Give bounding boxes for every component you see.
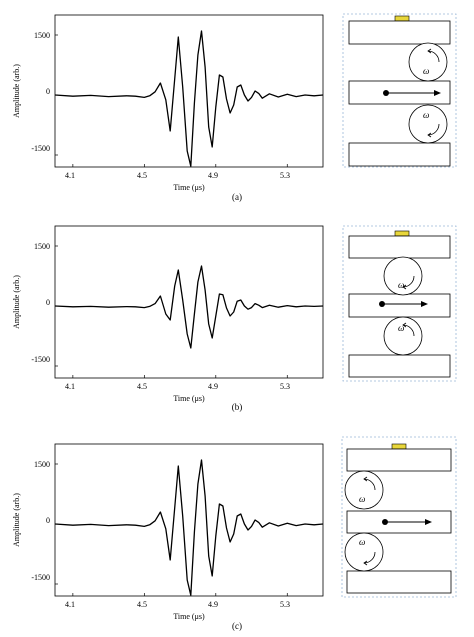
schematic-b-bottom-bar: [348, 354, 451, 378]
schematic-a-lower-roller: [408, 104, 448, 144]
schematic-c-omega-upper: ω: [359, 494, 365, 504]
schematic-c: ω ω: [341, 436, 457, 598]
schematic-b-omega-upper: ω: [398, 280, 404, 290]
plot-c-ytick-1500: 1500: [34, 460, 50, 469]
plot-b-ylabel: Amplitude (arb.): [12, 275, 21, 329]
schematic-c-upper-rotation-arrow: [363, 476, 376, 491]
plot-c-ylabel: Amplitude (arb.): [12, 493, 21, 547]
schematic-b-middle-bar: [348, 293, 451, 318]
plot-a-ytick-0: 0: [46, 87, 50, 96]
plot-c-frame: [54, 443, 324, 597]
plot-c-ytick-neg1500: -1500: [31, 573, 50, 582]
plot-c-xtick-4-9: 4.9: [208, 600, 218, 609]
plot-a-xtick-4-9: 4.9: [208, 171, 218, 180]
schematic-a-omega-upper: ω: [423, 66, 429, 76]
plot-a-xtick-4-1: 4.1: [65, 171, 75, 180]
schematic-a-omega-lower: ω: [423, 110, 429, 120]
plot-b-xtick-4-9: 4.9: [208, 382, 218, 391]
caption-c: (c): [232, 621, 242, 631]
plot-b-xtick-5-3: 5.3: [280, 382, 290, 391]
plot-b-xtick-4-5: 4.5: [137, 382, 147, 391]
schematic-c-omega-lower: ω: [359, 537, 365, 547]
plot-c-xtick-4-1: 4.1: [65, 600, 75, 609]
caption-a: (a): [232, 192, 242, 202]
schematic-a-frame: [342, 13, 457, 168]
plot-a-waveform-line: [54, 30, 324, 167]
plot-b-frame: [54, 225, 324, 379]
schematic-b-omega-lower: ω: [398, 323, 404, 333]
schematic-a: ω ω: [342, 13, 457, 168]
schematic-a-lower-rotation-arrow: [427, 123, 440, 138]
schematic-c-upper-roller: [344, 470, 384, 510]
schematic-a-transducer: [394, 15, 410, 22]
schematic-a-bottom-bar: [348, 142, 451, 167]
plot-b-xlabel: Time (μs): [173, 394, 205, 403]
plot-a-frame: [54, 14, 324, 168]
plot-a-ytick-1500: 1500: [34, 31, 50, 40]
schematic-b-frame: [342, 225, 457, 382]
plot-b-ytick-1500: 1500: [34, 242, 50, 251]
schematic-b-propagation-arrowhead: [421, 301, 428, 307]
schematic-b: ω ω: [342, 225, 457, 382]
plot-b-waveform-line: [54, 265, 324, 349]
panel-c: 1500 0 -1500 4.1 4.5 4.9 5.3 Time (μs) A…: [12, 436, 457, 631]
plot-c-xlabel: Time (μs): [173, 612, 205, 621]
schematic-a-top-bar: [348, 20, 451, 45]
caption-b: (b): [232, 402, 243, 412]
schematic-a-upper-rotation-arrow: [427, 48, 440, 63]
schematic-c-transducer: [391, 443, 407, 450]
plot-a-ylabel: Amplitude (arb.): [12, 64, 21, 118]
plot-a-xtick-4-5: 4.5: [137, 171, 147, 180]
plot-a-xtick-5-3: 5.3: [280, 171, 290, 180]
plot-c: 1500 0 -1500 4.1 4.5 4.9 5.3 Time (μs) A…: [12, 443, 324, 621]
schematic-c-bottom-bar: [346, 570, 452, 594]
schematic-b-upper-rotation-arrow: [402, 275, 415, 290]
schematic-c-lower-roller: [344, 532, 384, 572]
schematic-a-upper-roller: [408, 42, 448, 82]
plot-a-xlabel: Time (μs): [173, 183, 205, 192]
schematic-b-lower-roller: [383, 316, 423, 356]
plot-a: 1500 0 -1500 4.1 4.5 4.9 5.3 Time (μs) A…: [12, 14, 324, 192]
schematic-c-propagation-arrowhead: [425, 519, 432, 525]
schematic-b-transducer: [394, 230, 410, 237]
plot-a-ytick-neg1500: -1500: [31, 144, 50, 153]
plot-c-ytick-0: 0: [46, 516, 50, 525]
plot-b: 1500 0 -1500 4.1 4.5 4.9 5.3 Time (μs) A…: [12, 225, 324, 403]
plot-b-xtick-4-1: 4.1: [65, 382, 75, 391]
plot-b-ytick-0: 0: [46, 298, 50, 307]
plot-b-ytick-neg1500: -1500: [31, 355, 50, 364]
panel-b: 1500 0 -1500 4.1 4.5 4.9 5.3 Time (μs) A…: [12, 225, 457, 412]
schematic-b-upper-roller: [383, 256, 423, 296]
schematic-c-top-bar: [346, 448, 452, 472]
schematic-b-top-bar: [348, 235, 451, 259]
plot-c-xtick-4-5: 4.5: [137, 600, 147, 609]
panel-a: 1500 0 -1500 4.1 4.5 4.9 5.3 Time (μs) A…: [12, 13, 457, 202]
schematic-c-frame: [341, 436, 457, 598]
schematic-a-propagation-arrowhead: [434, 90, 441, 96]
schematic-b-lower-rotation-arrow: [402, 322, 415, 337]
schematic-c-lower-rotation-arrow: [363, 551, 376, 566]
plot-c-waveform-line: [54, 459, 324, 596]
plot-c-xtick-5-3: 5.3: [280, 600, 290, 609]
